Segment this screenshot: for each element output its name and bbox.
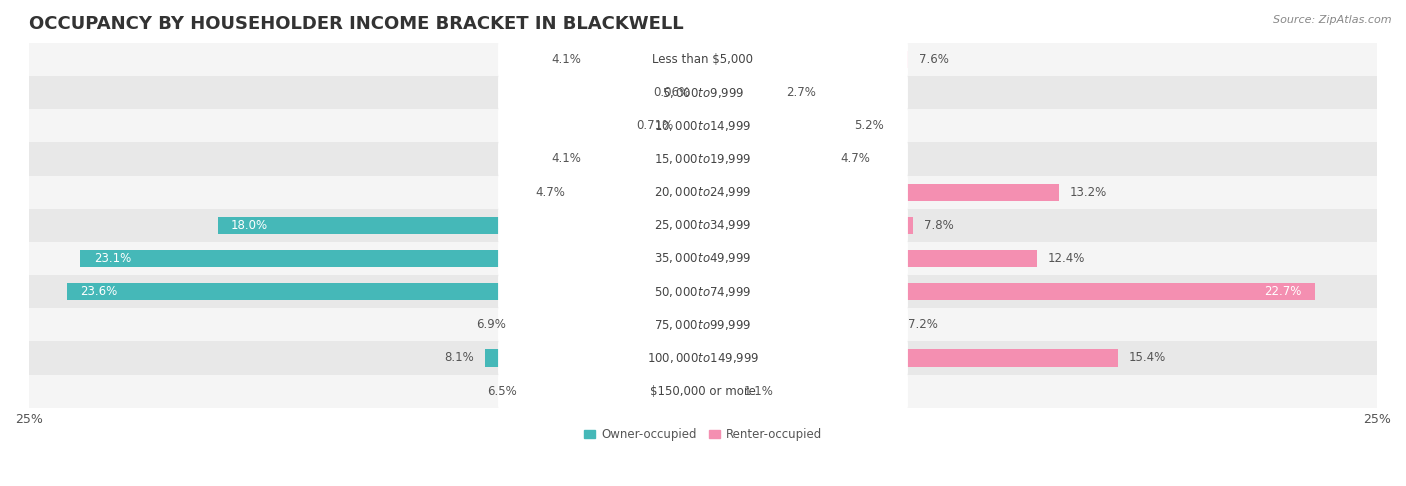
FancyBboxPatch shape [498, 373, 908, 409]
Bar [527, 382, 703, 400]
Bar [30, 242, 1376, 275]
Bar [30, 308, 1376, 341]
Text: 22.7%: 22.7% [1264, 285, 1302, 298]
Text: 6.5%: 6.5% [488, 384, 517, 398]
Text: $50,000 to $74,999: $50,000 to $74,999 [654, 285, 752, 298]
Bar [218, 217, 703, 234]
Bar [80, 250, 703, 267]
Text: 23.6%: 23.6% [80, 285, 118, 298]
Bar [702, 84, 703, 101]
Text: Source: ZipAtlas.com: Source: ZipAtlas.com [1274, 15, 1392, 25]
Text: 1.1%: 1.1% [744, 384, 773, 398]
FancyBboxPatch shape [498, 274, 908, 310]
Bar [703, 117, 844, 135]
Text: 7.8%: 7.8% [924, 219, 953, 232]
Bar [703, 250, 1038, 267]
Bar [703, 217, 914, 234]
Bar [30, 375, 1376, 408]
Bar [30, 76, 1376, 109]
Text: $15,000 to $19,999: $15,000 to $19,999 [654, 152, 752, 166]
Bar [576, 184, 703, 201]
Text: Less than $5,000: Less than $5,000 [652, 53, 754, 66]
Text: 8.1%: 8.1% [444, 351, 474, 364]
FancyBboxPatch shape [498, 241, 908, 277]
Text: 0.71%: 0.71% [636, 119, 673, 132]
Text: OCCUPANCY BY HOUSEHOLDER INCOME BRACKET IN BLACKWELL: OCCUPANCY BY HOUSEHOLDER INCOME BRACKET … [30, 15, 683, 33]
Text: 12.4%: 12.4% [1047, 252, 1085, 265]
Text: 23.1%: 23.1% [94, 252, 131, 265]
Bar [30, 275, 1376, 308]
Bar [703, 316, 897, 333]
Text: $25,000 to $34,999: $25,000 to $34,999 [654, 218, 752, 232]
FancyBboxPatch shape [498, 108, 908, 144]
Bar [30, 43, 1376, 76]
Bar [30, 175, 1376, 208]
Bar [30, 341, 1376, 375]
Bar [66, 283, 703, 300]
Bar [485, 349, 703, 366]
Text: 7.2%: 7.2% [908, 318, 938, 331]
Bar [683, 117, 703, 135]
Bar [30, 208, 1376, 242]
Bar [703, 51, 908, 68]
Bar [703, 349, 1118, 366]
Bar [592, 51, 703, 68]
Text: 6.9%: 6.9% [477, 318, 506, 331]
Text: 4.7%: 4.7% [536, 186, 565, 199]
FancyBboxPatch shape [498, 307, 908, 343]
Text: 4.1%: 4.1% [551, 153, 582, 165]
Text: 0.06%: 0.06% [654, 86, 690, 99]
FancyBboxPatch shape [498, 340, 908, 376]
FancyBboxPatch shape [498, 174, 908, 210]
Bar [703, 84, 776, 101]
Bar [517, 316, 703, 333]
Bar [30, 109, 1376, 142]
Text: $75,000 to $99,999: $75,000 to $99,999 [654, 318, 752, 332]
Text: 15.4%: 15.4% [1129, 351, 1166, 364]
Text: $150,000 or more: $150,000 or more [650, 384, 756, 398]
Text: $35,000 to $49,999: $35,000 to $49,999 [654, 251, 752, 265]
Text: $100,000 to $149,999: $100,000 to $149,999 [647, 351, 759, 365]
Text: $5,000 to $9,999: $5,000 to $9,999 [662, 86, 744, 100]
FancyBboxPatch shape [498, 208, 908, 243]
Text: 2.7%: 2.7% [786, 86, 817, 99]
Text: 13.2%: 13.2% [1070, 186, 1107, 199]
Text: 4.1%: 4.1% [551, 53, 582, 66]
Bar [703, 283, 1315, 300]
Text: 4.7%: 4.7% [841, 153, 870, 165]
Bar [592, 150, 703, 168]
Bar [703, 382, 733, 400]
Bar [703, 184, 1059, 201]
FancyBboxPatch shape [498, 75, 908, 110]
FancyBboxPatch shape [498, 42, 908, 77]
Text: 18.0%: 18.0% [231, 219, 269, 232]
Text: 5.2%: 5.2% [853, 119, 884, 132]
Bar [703, 150, 830, 168]
Text: $20,000 to $24,999: $20,000 to $24,999 [654, 185, 752, 199]
Legend: Owner-occupied, Renter-occupied: Owner-occupied, Renter-occupied [579, 423, 827, 446]
FancyBboxPatch shape [498, 141, 908, 177]
Bar [30, 142, 1376, 175]
Text: 7.6%: 7.6% [918, 53, 949, 66]
Text: $10,000 to $14,999: $10,000 to $14,999 [654, 119, 752, 133]
